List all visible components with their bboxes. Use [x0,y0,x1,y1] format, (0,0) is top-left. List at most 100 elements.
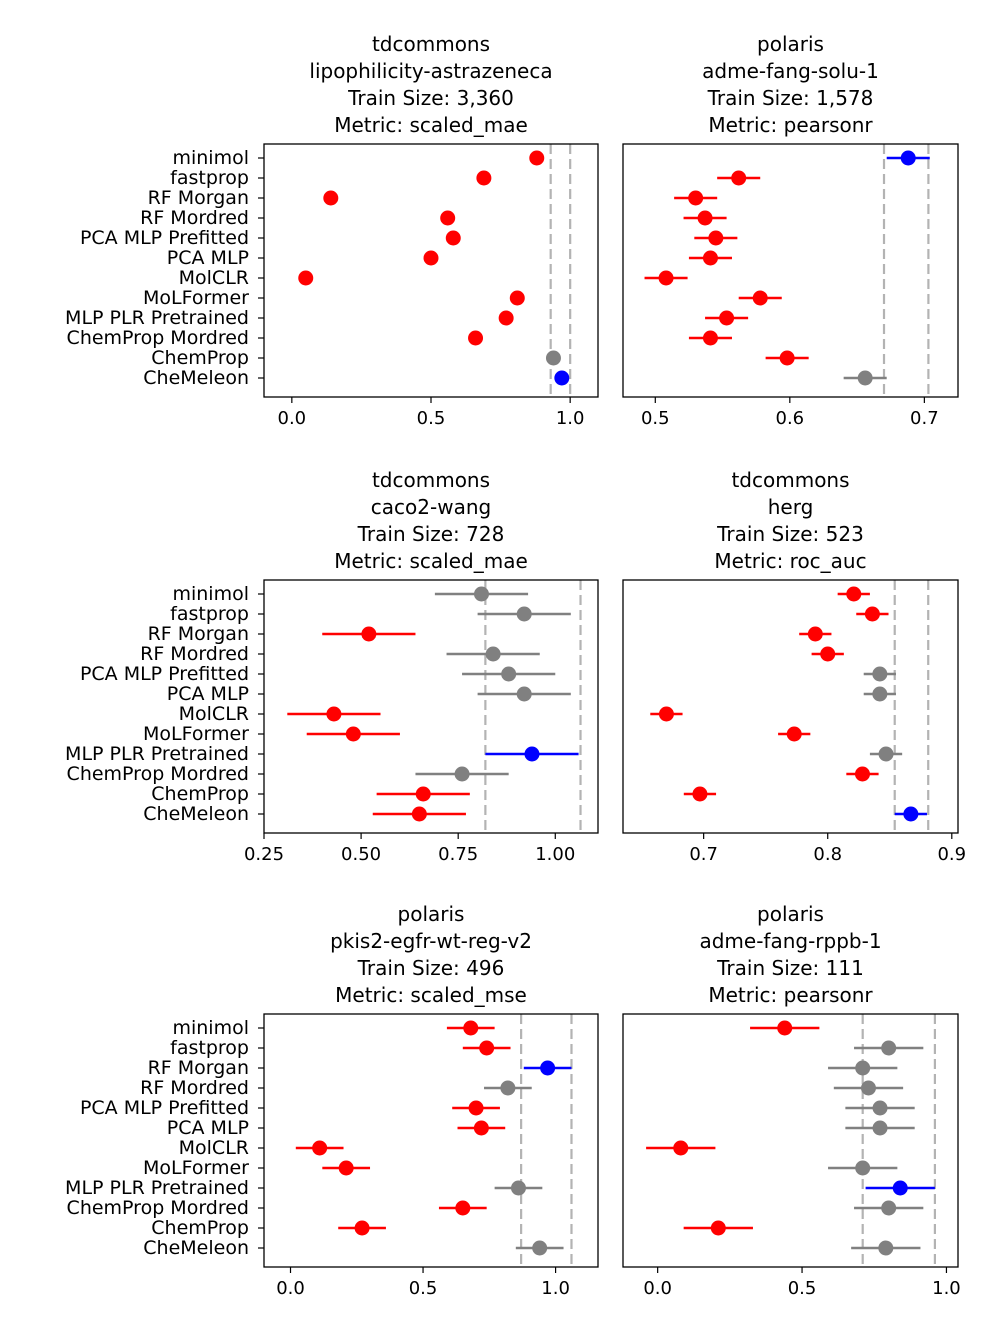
subplot-title-train-size-label: Train Size: 111 [716,956,864,980]
data-point [786,726,802,742]
x-tick-label: 0.75 [438,844,478,865]
data-point [440,210,456,226]
data-point [864,606,880,622]
subplot-title-dataset: pkis2-egfr-wt-reg-v2 [330,929,532,953]
data-point [468,1100,484,1116]
data-point [779,350,795,366]
subplot-title-metric-label: Metric: scaled_mse [335,983,527,1007]
data-point [509,290,525,306]
data-point [298,270,314,286]
data-point [554,370,570,386]
data-point [500,1080,516,1096]
axes-frame [263,579,599,834]
data-point [731,170,747,186]
y-tick-label: MLP PLR Pretrained [65,307,249,329]
subplot-title-train-size-label: Train Size: 496 [357,956,505,980]
y-tick-label: ChemProp Mordred [67,763,249,785]
data-point [468,330,484,346]
data-point [498,310,514,326]
data-point [820,646,836,662]
data-point [807,626,823,642]
subplot-title-train-size-label: Train Size: 728 [357,522,505,546]
axes-frame [263,1013,599,1268]
subplot-adme-fang-solu-1: polaris adme-fang-solu-1 Train Size: 1,578… [622,32,959,429]
data-point [702,250,718,266]
subplot-herg: tdcommons herg Train Size: 523 Metric: roc_… [622,468,966,865]
y-tick-label: RF Morgan [148,623,249,645]
axes-frame [622,579,959,834]
x-tick-label: 1.0 [541,1278,570,1299]
subplot-title-train-size-label: Train Size: 3,360 [347,86,514,110]
y-tick-label: PCA MLP Prefitted [80,227,249,249]
subplot-title-metric-label: Metric: roc_auc [714,549,866,573]
subplot-pkis2-egfr-wt-reg-v2: polaris pkis2-egfr-wt-reg-v2 Train Size: 4… [65,902,599,1299]
data-point [415,786,431,802]
y-tick-label: RF Morgan [148,187,249,209]
data-point [532,1240,548,1256]
y-tick-label: PCA MLP [167,683,249,705]
data-point [702,330,718,346]
y-tick-label: fastprop [170,1037,249,1059]
data-point [881,1200,897,1216]
data-point [463,1020,479,1036]
axes-frame [622,143,959,398]
subplot-title-metric-label: Metric: pearsonr [708,113,873,137]
y-tick-label: ChemProp [151,347,249,369]
data-point [719,310,735,326]
axes-frame [622,1013,959,1268]
y-tick-label: RF Mordred [140,643,249,665]
subplot-title-train-size-label: Train Size: 1,578 [707,86,874,110]
subplot-title-source: polaris [757,902,824,926]
subplot-title-source: polaris [757,32,824,56]
subplot-adme-fang-rppb-1: polaris adme-fang-rppb-1 Train Size: 111 Me… [622,902,961,1299]
x-tick-label: 1.0 [556,408,585,429]
x-tick-label: 0.25 [244,844,284,865]
y-tick-label: CheMeleon [143,367,249,389]
y-tick-label: PCA MLP Prefitted [80,1097,249,1119]
y-tick-label: MLP PLR Pretrained [65,743,249,765]
y-tick-label: ChemProp [151,783,249,805]
data-point [903,806,919,822]
data-point [872,1100,888,1116]
x-tick-label: 0.0 [278,408,307,429]
data-point [857,370,873,386]
data-point [855,1060,871,1076]
subplot-title-dataset: caco2-wang [371,495,491,519]
data-point [872,1120,888,1136]
data-point [752,290,768,306]
data-point [777,1020,793,1036]
x-tick-label: 0.0 [643,1278,672,1299]
y-tick-label: PCA MLP [167,1117,249,1139]
data-point [516,606,532,622]
x-tick-label: 0.0 [276,1278,305,1299]
data-point [708,230,724,246]
y-tick-label: MolCLR [179,703,249,725]
subplot-title-dataset: lipophilicity-astrazeneca [309,59,552,83]
x-tick-label: 0.6 [776,408,805,429]
data-point [540,1060,556,1076]
y-tick-label: CheMeleon [143,803,249,825]
data-point [454,766,470,782]
data-point [854,766,870,782]
data-point [476,170,492,186]
subplot-title-dataset: adme-fang-rppb-1 [699,929,881,953]
x-tick-label: 0.50 [341,844,381,865]
data-point [479,1040,495,1056]
data-point [545,350,561,366]
y-tick-label: fastprop [170,603,249,625]
data-point [516,686,532,702]
x-tick-label: 0.5 [417,408,446,429]
y-tick-label: fastprop [170,167,249,189]
y-tick-label: RF Morgan [148,1057,249,1079]
data-point [892,1180,908,1196]
data-point [878,1240,894,1256]
y-tick-label: PCA MLP [167,247,249,269]
data-point [529,150,545,166]
y-tick-label: MLP PLR Pretrained [65,1177,249,1199]
data-point [445,230,461,246]
y-tick-label: CheMeleon [143,1237,249,1259]
y-tick-label: MoLFormer [143,723,249,745]
data-point [501,666,517,682]
x-tick-label: 1.00 [535,844,575,865]
y-tick-label: MoLFormer [143,1157,249,1179]
